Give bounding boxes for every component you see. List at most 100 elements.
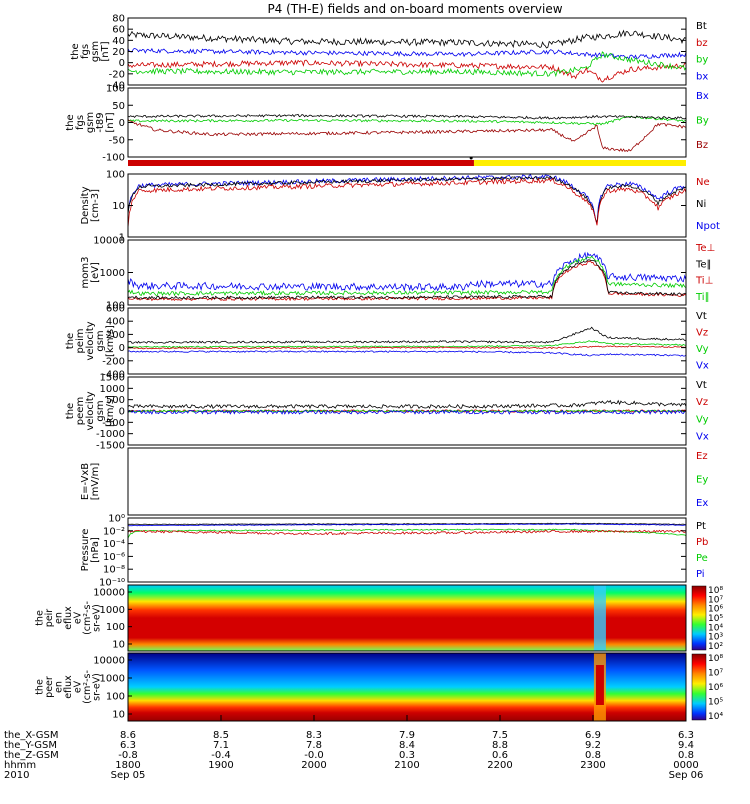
ylabel-line: E=-VxB [80, 463, 91, 500]
ylabel-line: gsm [85, 112, 96, 133]
legend-efield-1: Ey [696, 475, 708, 486]
ytick-label: -20 [109, 69, 125, 80]
ylabel-efield: E=-VxB [mV/m] [80, 463, 101, 501]
time-row-label: the_Z-GSM [4, 750, 59, 761]
ylabel-temp: mom3 [eV] [80, 257, 101, 289]
series-pressure-3 [127, 529, 687, 536]
ytick-label: 1500 [100, 373, 125, 384]
spec-ylabel-line: (cm²-s- [82, 670, 93, 704]
legend-density-2: Npot [696, 221, 720, 232]
ylabel-line: the [70, 43, 81, 59]
spec-ylabel-line: sr-eV) [92, 604, 103, 632]
ytick-label: -200 [102, 356, 125, 367]
spectrogram-frame-peir [127, 584, 687, 652]
ylabel-fgs_zero: the fgs gsm -t89 [nT] [65, 112, 116, 133]
time-row-value: 8.6 [120, 730, 136, 741]
time-row-value: 1900 [208, 760, 233, 771]
legend-peem-0: Vt [696, 380, 707, 391]
ylabel-line: [mV/m] [90, 463, 101, 501]
ylabel-line: the [65, 333, 76, 349]
series-pressure-0 [128, 522, 687, 526]
ylabel-line: Pressure [80, 529, 91, 572]
ytick-label: 600 [106, 304, 125, 315]
legend-peem-2: Vy [696, 414, 709, 425]
time-row-label: hhmm [4, 760, 36, 771]
time-row-label: the_X-GSM [4, 730, 58, 741]
series-fgs-3 [127, 51, 687, 78]
time-row-value: -0.8 [118, 750, 138, 761]
legend-efield-2: Ex [696, 498, 708, 509]
legend-density-1: Ni [696, 199, 706, 210]
spec-ylabel-line: eV [73, 680, 84, 693]
ytick-label: -100 [102, 153, 125, 164]
legend-fgs-3: bx [696, 72, 708, 83]
spec-ylabel-line: en [54, 612, 65, 624]
series-peim-3 [127, 350, 687, 357]
ylabel-line: velocity [85, 391, 96, 430]
ytick-label: 10000 [93, 236, 125, 247]
colorbar-label: 10⁵ [708, 614, 723, 624]
spec-ylabel-line: en [54, 681, 65, 693]
time-row-value: 0.8 [678, 750, 694, 761]
time-row-value: 6.9 [585, 730, 601, 741]
time-row-value: 8.5 [213, 730, 229, 741]
ytick-label: 400 [106, 317, 125, 328]
series-fgs_zero-0 [127, 115, 687, 126]
time-row-value: 7.8 [306, 740, 322, 751]
ylabel-line: fgs [80, 44, 91, 59]
ytick-label: 10⁻² [103, 526, 125, 537]
legend-peim-2: Vy [696, 344, 709, 355]
series-temp-1 [127, 255, 687, 297]
ylabel-line: gsm [95, 400, 106, 421]
ytick-label: 50 [112, 101, 125, 112]
legend-temp-1: Te∥ [695, 259, 712, 270]
series-density-2 [127, 177, 687, 229]
spectrogram-peir: 10000 1000 100 10 thepeirenefluxeV(cm²-s-sr-… [35, 584, 723, 652]
series-peim-2 [127, 345, 687, 350]
legend-fgs-2: by [696, 55, 708, 66]
ylabel-line: velocity [85, 321, 96, 360]
colorbar-label: 10⁴ [708, 712, 723, 722]
series-fgs-0 [127, 29, 687, 49]
ytick-label: 0 [119, 343, 125, 354]
spectrogram-field-peer [128, 653, 686, 721]
ylabel-line: [km/s] [105, 325, 116, 357]
time-date-right: Sep 06 [669, 770, 704, 781]
spec-ytick-label: 100 [106, 692, 125, 703]
colorbar-label: 10² [708, 642, 723, 652]
ylabel-line: peim [75, 328, 86, 353]
ylabel-fgs: the fgs gsm [nT] [70, 41, 111, 62]
ytick-label: 1000 [100, 268, 125, 279]
ylabel-line: mom3 [80, 257, 91, 289]
time-row-value: 7.5 [492, 730, 508, 741]
ytick-label: 40 [112, 36, 125, 47]
legend-peim-0: Vt [696, 311, 707, 322]
ytick-label: 100 [106, 170, 125, 181]
spectrogram-event-peir [593, 585, 606, 651]
spec-ylabel-line: eflux [63, 606, 74, 630]
ylabel-line: gsm [95, 330, 106, 351]
ytick-label: 60 [112, 25, 125, 36]
time-row-value: 9.2 [585, 740, 601, 751]
legend-temp-2: Ti⊥ [695, 276, 713, 287]
mode-bar-red [128, 160, 474, 166]
spec-ytick-label: 10000 [93, 588, 125, 599]
series-peem-3 [127, 409, 687, 415]
series-fgs-1 [127, 59, 687, 83]
time-row-value: 1800 [115, 760, 140, 771]
spec-ylabel-line: (cm²-s- [82, 601, 93, 635]
ylabel-line: Density [80, 186, 91, 224]
ylabel-line: the [65, 403, 76, 419]
colorbar-label: 10⁶ [708, 683, 723, 693]
time-row-value: 6.3 [120, 740, 136, 751]
ytick-label: 10⁻¹⁰ [99, 578, 125, 589]
colorbar-label: 10⁶ [708, 605, 723, 615]
legend-fgs-0: Bt [696, 21, 707, 32]
ytick-label: 0 [119, 407, 125, 418]
spec-ylabel-line: the [35, 679, 46, 695]
ylabel-line: [nT] [105, 112, 116, 132]
